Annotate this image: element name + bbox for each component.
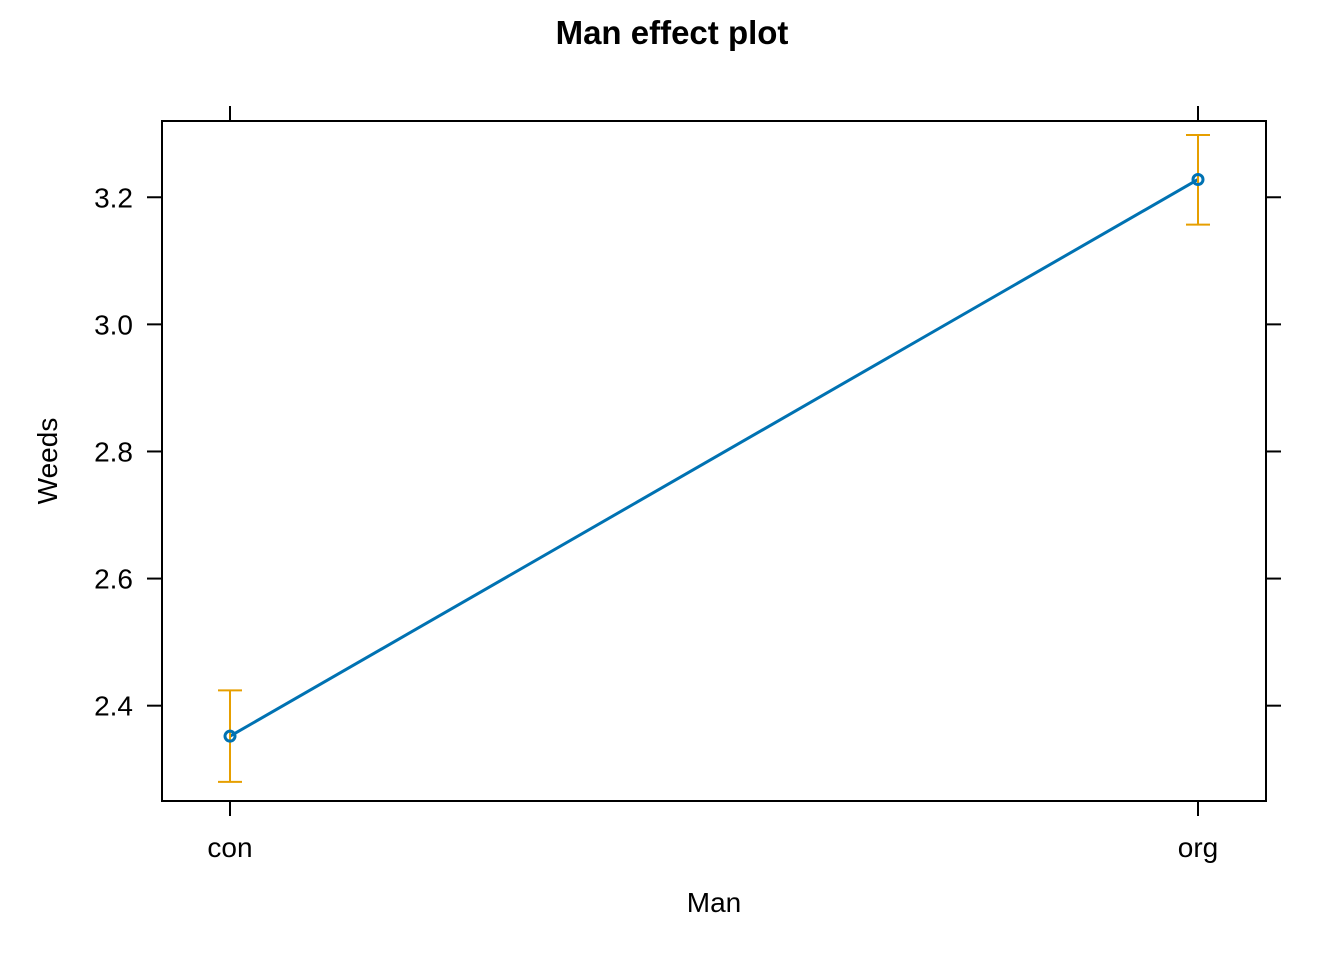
y-axis-label: Weeds (32, 418, 63, 505)
y-tick-label: 3.2 (94, 182, 133, 213)
plot-panel (161, 120, 1267, 802)
data-point (1191, 172, 1205, 186)
series-group (218, 133, 1210, 783)
x-tick-label: con (207, 832, 252, 863)
series-line (229, 178, 1199, 738)
y-axis: 2.4 2.6 2.8 3.0 3.2 (94, 182, 1281, 722)
x-axis: con org (207, 106, 1218, 863)
y-tick-label: 3.0 (94, 309, 133, 340)
chart-title: Man effect plot (556, 14, 789, 51)
y-tick-label: 2.4 (94, 691, 133, 722)
data-point (223, 729, 237, 743)
y-tick-label: 2.8 (94, 436, 133, 467)
y-tick-label: 2.6 (94, 564, 133, 595)
x-tick-label: org (1178, 832, 1218, 863)
x-axis-label: Man (687, 887, 741, 918)
